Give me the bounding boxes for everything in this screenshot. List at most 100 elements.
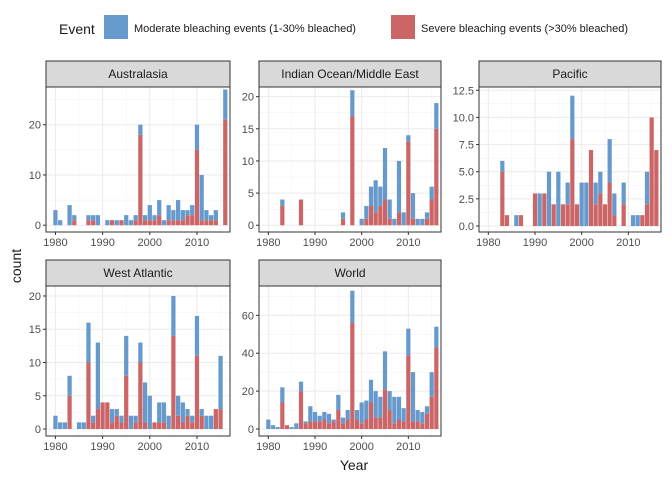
bar-moderate-1983 [280, 199, 285, 206]
bar-moderate-2009 [190, 415, 195, 423]
bar-severe-2002 [368, 205, 374, 226]
bar-moderate-1991 [537, 193, 542, 227]
panel-background [259, 87, 441, 232]
bar-severe-1993 [326, 423, 332, 429]
bar-moderate-2011 [630, 215, 636, 227]
bar-moderate-2005 [382, 148, 388, 200]
bar-moderate-1997 [133, 415, 138, 423]
bar-moderate-2003 [373, 391, 378, 418]
bar-severe-1984 [284, 425, 290, 429]
bar-moderate-2011 [410, 372, 416, 422]
bar-severe-2010 [194, 355, 200, 430]
bar-severe-2015 [218, 409, 223, 430]
bar-severe-2006 [387, 410, 392, 429]
strip-background [478, 60, 662, 88]
panel-title: Indian Ocean/Middle East [281, 67, 419, 81]
bar-severe-1990 [532, 193, 538, 227]
bar-moderate-1981 [270, 425, 276, 429]
bar-moderate-1988 [303, 421, 308, 424]
bar-moderate-2005 [382, 351, 388, 390]
bar-severe-2004 [598, 193, 603, 227]
bar-moderate-1992 [109, 409, 115, 423]
bar-moderate-2002 [157, 200, 162, 216]
bar-severe-2005 [171, 335, 176, 430]
bar-severe-2004 [378, 205, 383, 226]
bar-moderate-2004 [378, 396, 383, 418]
bar-severe-2012 [204, 220, 209, 226]
bar-severe-1992 [109, 220, 115, 226]
bar-moderate-2002 [368, 186, 374, 206]
x-tick-label: 1980 [43, 237, 67, 249]
bar-moderate-2000 [579, 182, 584, 227]
panel-background [46, 286, 230, 436]
x-tick-label: 1990 [303, 237, 327, 249]
bar-moderate-2006 [175, 395, 181, 416]
bar-moderate-2007 [180, 210, 185, 221]
bar-severe-2011 [199, 415, 204, 430]
bar-moderate-2013 [420, 411, 425, 424]
panel-border [45, 285, 231, 437]
bar-severe-1995 [336, 410, 341, 429]
bar-moderate-1992 [322, 411, 327, 420]
y-tick-label: 5 [248, 188, 254, 200]
x-tick-label: 1990 [90, 237, 114, 249]
x-tick-label: 1980 [43, 441, 67, 453]
bar-moderate-1996 [340, 212, 346, 219]
bar-moderate-1991 [317, 415, 322, 422]
bar-moderate-2004 [166, 415, 171, 430]
bar-moderate-2000 [359, 218, 364, 226]
panel-title: World [334, 266, 365, 280]
bar-severe-2005 [171, 220, 176, 226]
bar-moderate-1993 [114, 220, 119, 226]
bar-moderate-2012 [204, 210, 209, 221]
y-tick-label: 20 [242, 92, 254, 104]
x-tick-label: 2000 [349, 441, 373, 453]
bar-moderate-2003 [593, 182, 598, 205]
bar-severe-1983 [280, 205, 285, 226]
bar-severe-2001 [364, 419, 369, 429]
bar-moderate-1982 [62, 422, 67, 430]
bar-severe-2012 [415, 421, 420, 429]
y-tick-label: 15 [242, 124, 254, 136]
bar-severe-1983 [500, 171, 505, 227]
y-tick-label: 7.5 [459, 140, 474, 152]
bar-moderate-2007 [180, 402, 185, 423]
y-tick-label: 5.0 [459, 167, 474, 179]
bar-severe-1987 [298, 391, 304, 429]
x-tick-label: 1980 [476, 237, 500, 249]
bar-severe-1992 [322, 419, 327, 429]
bar-moderate-1980 [53, 210, 58, 226]
bar-moderate-1982 [275, 427, 280, 429]
bar-severe-2006 [607, 182, 612, 227]
bar-moderate-2010 [194, 315, 200, 356]
bar-severe-1984 [504, 215, 510, 227]
strip-background [258, 60, 442, 88]
bar-moderate-2007 [392, 396, 397, 424]
bar-moderate-1996 [340, 417, 346, 424]
bar-moderate-2007 [392, 218, 397, 226]
x-axis-title: Year [340, 457, 369, 473]
x-tick-label: 2010 [185, 237, 209, 249]
bar-severe-1983 [67, 395, 72, 430]
bar-severe-2009 [190, 215, 195, 226]
bar-moderate-1986 [294, 423, 299, 429]
bar-severe-2016 [434, 347, 439, 429]
bar-moderate-1994 [331, 419, 336, 422]
bar-severe-2001 [364, 218, 369, 226]
bar-moderate-2011 [199, 409, 204, 416]
bar-moderate-1995 [124, 335, 129, 376]
bar-moderate-2011 [410, 193, 416, 219]
bar-severe-1997 [133, 422, 138, 430]
bar-moderate-2015 [429, 186, 434, 200]
bar-severe-1990 [312, 421, 318, 429]
bar-moderate-1983 [67, 375, 72, 396]
bar-severe-2002 [157, 215, 162, 226]
bar-moderate-1999 [142, 215, 148, 221]
bar-severe-2015 [429, 199, 434, 226]
bar-severe-2014 [424, 218, 430, 226]
bar-moderate-2001 [152, 215, 157, 221]
x-tick-label: 2010 [185, 441, 209, 453]
bar-moderate-2008 [185, 409, 190, 416]
bar-moderate-2009 [621, 182, 626, 205]
